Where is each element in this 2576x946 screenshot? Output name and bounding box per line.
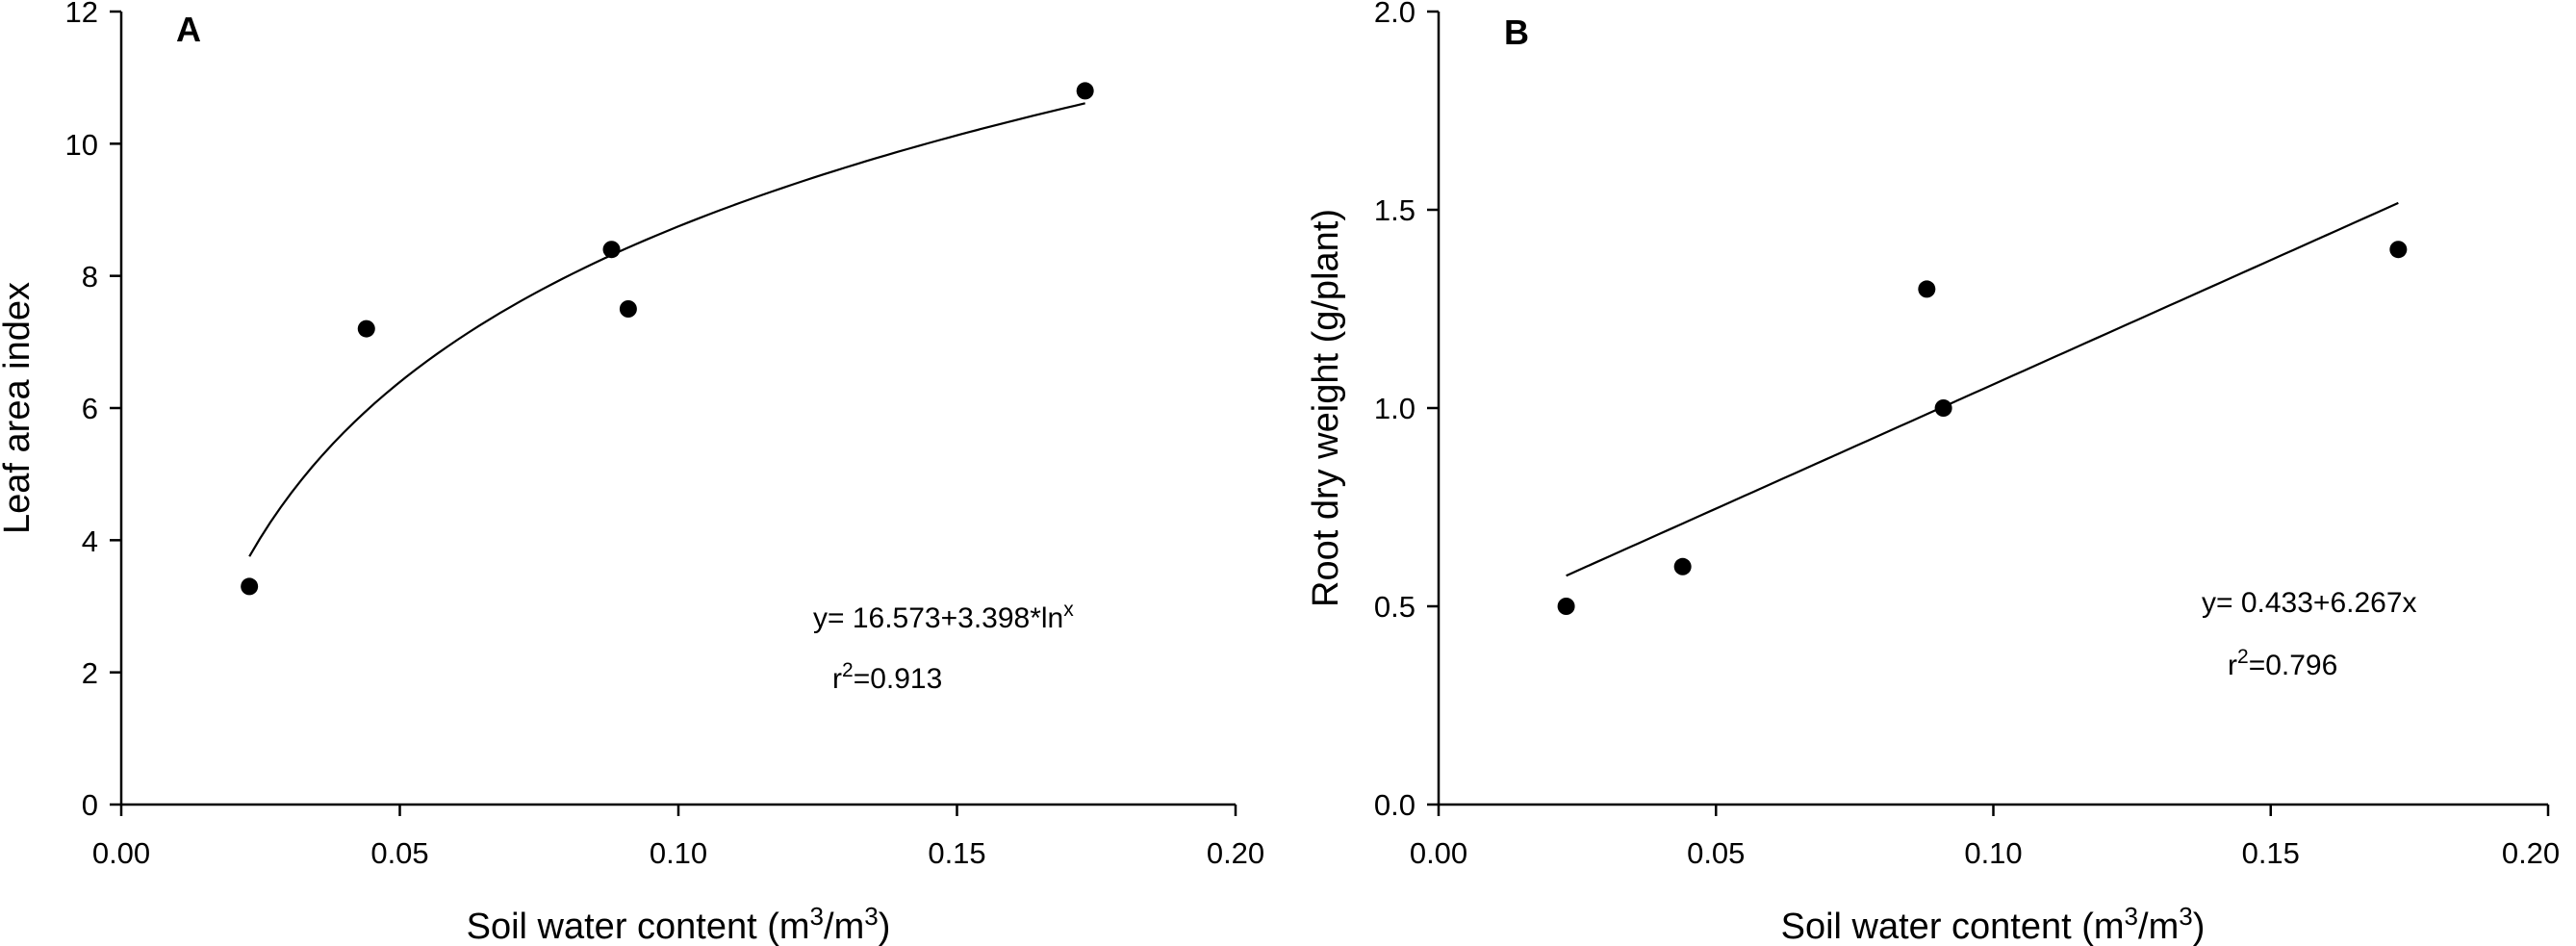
panel-b-points [1557,241,2408,615]
panel-b-fit-line [1566,201,2399,577]
panel-a-points [241,82,1094,596]
panel-a-data-point [1076,82,1094,100]
panel-a: 0.00 0.05 0.10 0.15 0.20 0 2 4 6 8 10 12… [0,0,1264,946]
panel-b-equation: y= 0.433+6.267x [2202,587,2417,619]
panel-a-y-tick-label: 6 [82,392,98,425]
panel-b-x-tick-label: 0.05 [1687,836,1745,870]
panel-a-x-tick-label: 0.20 [1207,836,1264,870]
panel-b-y-tick-label: 1.0 [1374,392,1416,425]
panel-a-x-tick-label: 0.10 [650,836,707,870]
panel-a-fit-curve [248,102,1085,557]
panel-a-y-tick-label: 8 [82,260,98,294]
panel-a-x-axis-title: Soil water content (m3/m3) [467,902,891,946]
panel-b-y-tick-label: 0.5 [1374,590,1416,624]
panel-a-label: A [176,10,201,49]
panel-a-data-point [241,577,259,596]
panel-a-x-tick-label: 0.05 [370,836,428,870]
panel-a-data-point [602,241,621,259]
panel-b-y-axis-title: Root dry weight (g/plant) [1306,209,1346,607]
panel-a-y-tick-label: 10 [65,128,98,162]
panel-b-x-tick-label: 0.00 [1410,836,1467,870]
panel-b-data-point [2389,241,2408,259]
panel-b-y-tick-label: 2.0 [1374,0,1416,29]
panel-a-y-axis-title: Leaf area index [0,282,38,534]
panel-a-y-tick-label: 2 [82,656,98,690]
panel-a-data-point [619,300,637,318]
panel-a-x-tick-label: 0.15 [928,836,985,870]
panel-b-label: B [1504,13,1529,52]
panel-b-y-tick-label: 0.0 [1374,788,1416,822]
panel-b-r2: r2=0.796 [2228,646,2337,681]
panel-b-data-point [1934,399,1952,417]
panel-b-x-axis-title: Soil water content (m3/m3) [1781,902,2206,946]
panel-b-x-tick-label: 0.10 [1964,836,2022,870]
panel-b-x-tick-label: 0.15 [2242,836,2300,870]
panel-b-data-point [1673,557,1692,575]
panel-b-x-tick-label: 0.20 [2502,836,2560,870]
panel-a-x-tick-label: 0.00 [92,836,150,870]
panel-a-ticks [110,10,1237,816]
panel-a-y-tick-label: 0 [82,788,98,822]
panel-a-r2: r2=0.913 [832,659,942,695]
panel-a-y-tick-label: 12 [65,0,98,29]
panel-b-ticks [1427,10,2550,816]
panel-a-data-point [357,320,375,338]
panel-b: 0.00 0.05 0.10 0.15 0.20 0.0 0.5 1.0 1.5… [1306,0,2560,946]
panel-a-y-tick-label: 4 [82,524,98,558]
panel-a-equation: y= 16.573+3.398*lnx [813,599,1074,634]
panel-b-data-point [1557,598,1575,615]
panel-b-data-point [1918,280,1936,298]
panel-b-y-tick-label: 1.5 [1374,193,1416,227]
